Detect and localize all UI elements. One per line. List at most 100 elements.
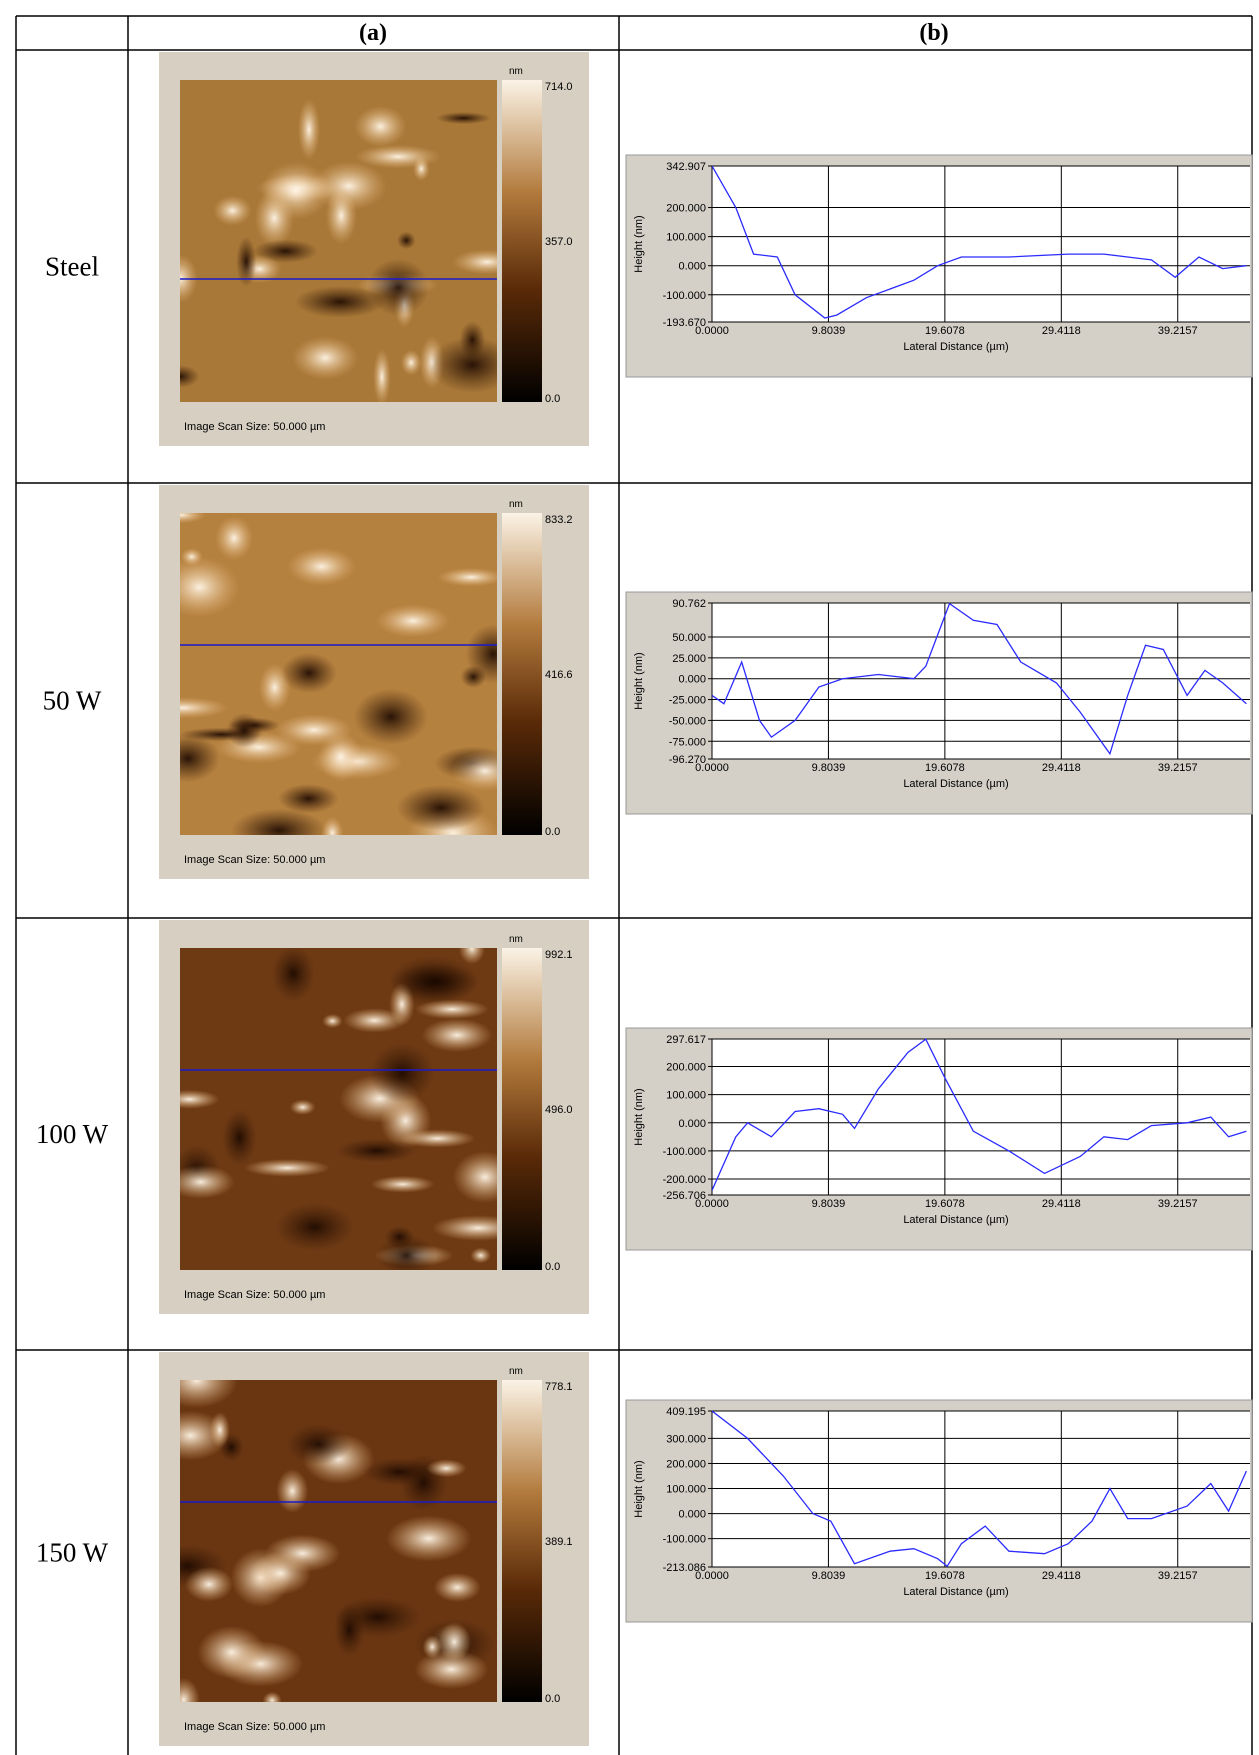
x-tick-label: 9.8039 xyxy=(812,1570,846,1582)
afm-feature xyxy=(390,963,480,1001)
afm-feature xyxy=(180,556,240,618)
afm-panel: nm 833.2 416.6 0.0 Image Scan Size: 50.000 µ… xyxy=(159,485,589,879)
y-tick-label: -213.086 xyxy=(663,1562,706,1574)
afm-feature xyxy=(321,816,344,835)
afm-feature xyxy=(180,365,200,388)
afm-feature xyxy=(431,1215,497,1241)
afm-feature xyxy=(415,999,489,1020)
color-bar-unit: nm xyxy=(509,1366,523,1377)
afm-feature xyxy=(325,186,358,245)
afm-panel: nm 992.1 496.0 0.0 Image Scan Size: 50.000 µ… xyxy=(159,920,589,1314)
afm-feature xyxy=(396,784,486,831)
y-tick-label: 0.000 xyxy=(678,261,706,273)
x-tick-label: 39.2157 xyxy=(1158,1198,1198,1210)
x-tick-label: 29.4118 xyxy=(1042,762,1081,774)
afm-feature xyxy=(262,1691,282,1702)
column-header: (b) xyxy=(919,20,948,46)
afm-feature xyxy=(421,1018,493,1052)
x-tick-label: 0.0000 xyxy=(695,1198,729,1210)
afm-feature xyxy=(261,161,331,220)
y-tick-label: 100.000 xyxy=(666,232,706,244)
afm-feature xyxy=(281,652,337,694)
y-axis-label: Height (nm) xyxy=(633,1460,645,1517)
afm-image xyxy=(180,80,497,402)
color-bar-min: 0.0 xyxy=(545,393,560,405)
afm-feature xyxy=(386,1515,472,1562)
color-bar-min: 0.0 xyxy=(545,826,560,838)
color-bar-min: 0.0 xyxy=(545,1693,560,1705)
y-axis-label: Height (nm) xyxy=(633,215,645,272)
afm-feature xyxy=(465,624,497,684)
afm-feature xyxy=(322,1013,343,1029)
afm-feature xyxy=(209,1411,230,1448)
x-axis-label: Lateral Distance (µm) xyxy=(903,778,1008,790)
x-tick-label: 39.2157 xyxy=(1158,325,1198,337)
scan-size: Image Scan Size: 50.000 µm xyxy=(184,854,325,866)
color-bar xyxy=(502,513,542,835)
y-axis-label: Height (nm) xyxy=(633,652,645,709)
afm-feature xyxy=(369,1042,435,1104)
afm-feature xyxy=(362,1457,436,1487)
afm-feature xyxy=(287,547,357,586)
scan-size: Image Scan Size: 50.000 µm xyxy=(184,1721,325,1733)
y-tick-label: -193.670 xyxy=(663,317,706,329)
y-tick-label: 0.000 xyxy=(678,1118,706,1130)
afm-feature xyxy=(180,1677,200,1702)
x-tick-label: 19.6078 xyxy=(925,1570,965,1582)
y-tick-label: 50.000 xyxy=(672,632,706,644)
afm-feature xyxy=(400,349,422,376)
afm-feature xyxy=(450,750,497,792)
x-tick-label: 19.6078 xyxy=(925,1198,965,1210)
profile-chart: 90.762 50.000 25.000 0.000 -25.000 -50.000 -75… xyxy=(625,591,1253,815)
color-bar-max: 992.1 xyxy=(545,949,573,961)
afm-feature xyxy=(277,783,339,814)
afm-feature xyxy=(414,1649,489,1689)
afm-feature xyxy=(470,1247,491,1264)
afm-feature xyxy=(297,98,321,161)
y-tick-label: -100.000 xyxy=(663,290,706,302)
x-tick-label: 9.8039 xyxy=(812,325,846,337)
profile-line xyxy=(712,602,1247,756)
y-tick-label: 409.195 xyxy=(666,1406,706,1418)
row-label: 150 W xyxy=(36,1538,109,1568)
afm-feature xyxy=(353,688,429,745)
afm-feature xyxy=(180,1089,220,1109)
x-tick-label: 9.8039 xyxy=(812,1198,846,1210)
plot-area xyxy=(712,603,1250,759)
y-tick-label: 200.000 xyxy=(666,1061,706,1073)
scan-size: Image Scan Size: 50.000 µm xyxy=(184,1289,325,1301)
afm-feature xyxy=(226,712,262,748)
profile-line xyxy=(712,165,1247,319)
y-tick-label: 200.000 xyxy=(666,203,706,215)
profile-chart: 297.617 200.000 100.000 0.000 -100.000 -200.0… xyxy=(625,1027,1253,1251)
afm-feature xyxy=(334,1603,365,1657)
y-tick-label: -256.706 xyxy=(663,1190,706,1202)
y-tick-label: 90.762 xyxy=(672,598,706,610)
afm-feature xyxy=(399,1129,476,1148)
afm-feature xyxy=(435,112,492,125)
afm-feature xyxy=(180,734,221,783)
y-tick-label: -100.000 xyxy=(663,1146,706,1158)
afm-image xyxy=(180,948,497,1270)
row-label: Steel xyxy=(45,252,99,282)
y-tick-label: 300.000 xyxy=(666,1433,706,1445)
afm-image xyxy=(180,513,497,835)
color-bar-min: 0.0 xyxy=(545,1261,560,1273)
x-axis-label: Lateral Distance (µm) xyxy=(903,341,1008,353)
row-label: 50 W xyxy=(43,686,102,716)
afm-feature xyxy=(274,714,353,746)
afm-feature xyxy=(184,1566,234,1602)
afm-feature xyxy=(458,948,486,965)
afm-feature xyxy=(428,336,497,393)
afm-feature xyxy=(213,195,252,226)
y-tick-label: -100.000 xyxy=(663,1534,706,1546)
afm-feature xyxy=(275,1202,355,1252)
x-tick-label: 39.2157 xyxy=(1158,1570,1198,1582)
afm-feature xyxy=(276,1468,309,1513)
afm-feature xyxy=(437,567,497,587)
color-bar-mid: 416.6 xyxy=(545,669,573,681)
row-label: 100 W xyxy=(36,1119,109,1149)
afm-feature xyxy=(452,1151,497,1204)
afm-panel: nm 714.0 357.0 0.0 Image Scan Size: 50.000 µ… xyxy=(159,52,589,446)
